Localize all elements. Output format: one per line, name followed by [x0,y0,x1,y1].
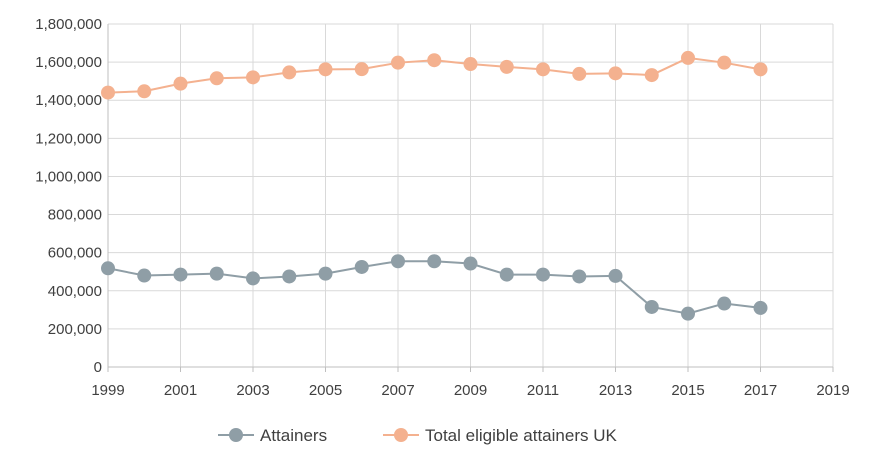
legend-label: Total eligible attainers UK [425,426,617,445]
y-tick-label: 1,400,000 [35,92,102,109]
data-point [391,55,405,70]
data-point [463,57,478,72]
x-tick-label: 2005 [309,382,342,399]
data-point [101,261,115,276]
y-tick-label: 200,000 [48,321,102,338]
data-point [209,71,224,86]
x-tick-label: 2001 [164,382,197,399]
x-tick-label: 2017 [744,382,777,399]
legend-item: Attainers [218,426,327,445]
legend-item: Total eligible attainers UK [383,426,617,445]
y-tick-label: 0 [94,359,102,376]
y-tick-label: 1,000,000 [35,168,102,185]
y-tick-label: 800,000 [48,207,102,224]
data-point [318,266,333,281]
data-point [681,306,695,321]
series-total-eligible-attainers [101,50,768,100]
data-point [354,259,369,274]
axes: 0 200,000 400,000 600,000 800,000 1,000,000 1,… [35,16,849,399]
legend-label: Attainers [260,426,327,445]
data-point [427,254,442,269]
x-tick-label: 2003 [236,382,269,399]
legend-marker [394,428,408,442]
data-point [499,267,514,282]
legend: Attainers Total eligible attainers UK [218,426,617,445]
x-tick-label: 2015 [671,382,704,399]
y-tick-label: 1,600,000 [35,54,102,71]
x-tick-label: 2011 [527,382,559,399]
series-group [101,50,768,321]
x-tick-label: 1999 [91,382,124,399]
data-point [753,300,768,315]
data-point [246,70,260,85]
series-attainers [101,254,768,321]
data-point [354,62,369,77]
data-point [536,267,550,282]
data-point [318,62,333,77]
data-point [209,266,224,281]
data-point [173,76,188,91]
data-point [717,55,732,70]
y-tick-label: 1,800,000 [35,16,102,33]
data-point [608,268,623,283]
data-point [608,66,623,81]
legend-marker [229,428,243,442]
data-point [572,66,587,81]
data-point [644,68,659,83]
data-point [173,267,188,282]
x-tick-label: 2013 [599,382,632,399]
x-tick-label: 2009 [454,382,487,399]
data-point [391,254,405,269]
data-point [137,84,152,99]
data-point [282,65,297,80]
y-tick-label: 1,200,000 [35,130,102,147]
data-point [753,62,768,77]
data-point [463,256,478,271]
data-point [572,269,587,284]
x-tick-label: 2019 [816,382,849,399]
data-point [137,268,152,283]
data-point [681,50,695,65]
data-point [101,85,115,100]
data-point [536,62,550,77]
data-point [427,53,442,68]
y-tick-label: 600,000 [48,245,102,262]
data-point [282,269,297,284]
data-point [717,296,732,311]
y-tick-label: 400,000 [48,283,102,300]
x-tick-label: 2007 [381,382,414,399]
data-point [499,59,514,74]
data-point [246,271,260,286]
data-point [644,299,659,314]
series-line [107,260,761,315]
